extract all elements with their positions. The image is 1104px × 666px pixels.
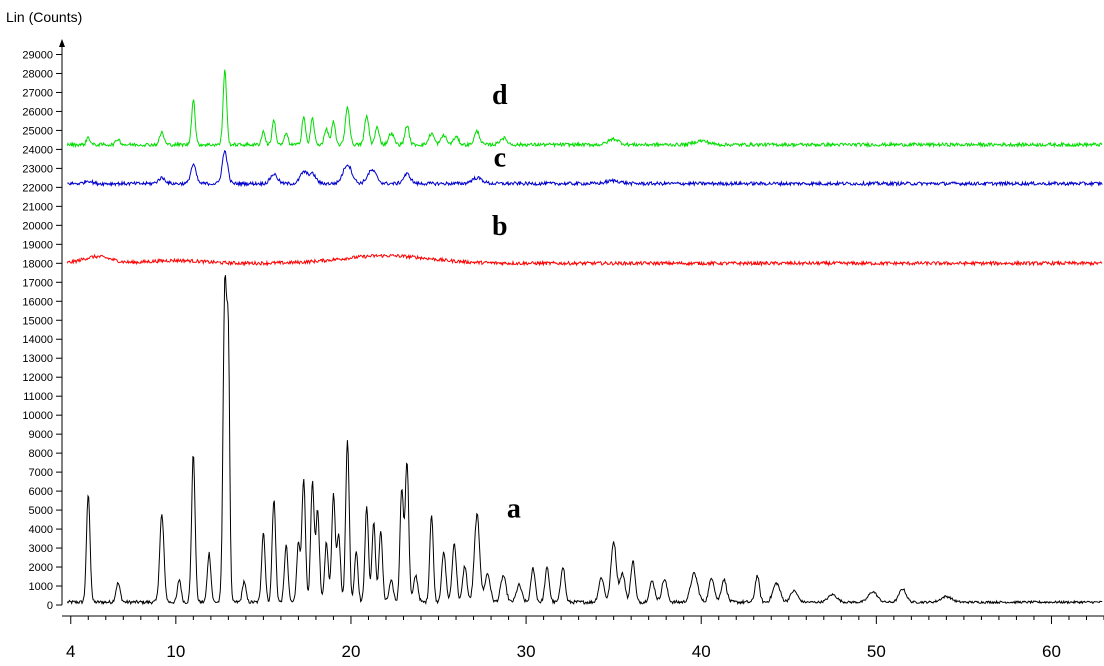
- annotation-layer: dc b a: [492, 80, 521, 525]
- y-tick-label: 27000: [22, 87, 53, 99]
- x-tick-label: 60: [1042, 642, 1061, 661]
- series-line-a: [66, 275, 1103, 606]
- y-tick-label: 24000: [22, 144, 53, 156]
- y-axis-arrow-icon: [59, 39, 65, 47]
- series-line-d: [66, 69, 1103, 149]
- y-tick-label: 15000: [22, 315, 53, 327]
- y-tick-label: 16000: [22, 296, 53, 308]
- x-tick-label: 10: [166, 642, 185, 661]
- y-tick-label: 8000: [29, 448, 53, 460]
- y-tick-label: 0: [47, 600, 53, 612]
- y-tick-label: 22000: [22, 182, 53, 194]
- x-tick-label: 20: [341, 642, 360, 661]
- y-axis-title: Lin (Counts): [6, 9, 82, 25]
- axes-layer: 0 1000 2000 3000 4000 5000 6000 7000 8000 9000 100…: [22, 39, 1104, 661]
- y-tick-label: 12000: [22, 372, 53, 384]
- y-tick-label: 4000: [29, 524, 53, 536]
- x-ticks: 4 10 20 30 40 50 60: [66, 616, 1104, 661]
- series-line-c: [67, 149, 1103, 188]
- trace-label-b: b: [492, 211, 508, 242]
- y-tick-label: 29000: [22, 49, 53, 61]
- x-tick-label: 30: [517, 642, 536, 661]
- y-tick-label: 10000: [22, 410, 53, 422]
- y-tick-label: 11000: [23, 391, 53, 403]
- y-tick-label: 9000: [29, 429, 53, 441]
- y-tick-label: 23000: [22, 163, 53, 175]
- series-layer: [66, 69, 1103, 606]
- y-tick-label: 25000: [22, 125, 53, 137]
- x-tick-label: 40: [692, 642, 711, 661]
- y-tick-label: 3000: [29, 543, 53, 555]
- trace-label-a: a: [507, 494, 521, 525]
- y-tick-label: 14000: [22, 334, 53, 346]
- y-tick-label: 5000: [29, 505, 53, 517]
- trace-label-d: d: [492, 80, 508, 111]
- y-tick-label: 6000: [29, 486, 53, 498]
- y-tick-label: 7000: [29, 467, 53, 479]
- trace-label-c: c: [494, 142, 506, 173]
- series-line-b: [66, 253, 1103, 267]
- y-tick-label: 19000: [22, 239, 53, 251]
- y-tick-label: 13000: [22, 353, 53, 365]
- y-tick-label: 26000: [22, 106, 53, 118]
- y-tick-label: 2000: [29, 562, 53, 574]
- x-tick-label: 50: [867, 642, 886, 661]
- x-tick-label: 4: [66, 642, 75, 661]
- y-ticks: 0 1000 2000 3000 4000 5000 6000 7000 8000 9000 100…: [22, 49, 62, 612]
- y-tick-label: 18000: [22, 258, 53, 270]
- y-tick-label: 17000: [22, 277, 53, 289]
- y-tick-label: 20000: [22, 220, 53, 232]
- y-tick-label: 1000: [29, 581, 53, 593]
- y-tick-label: 21000: [22, 201, 53, 213]
- y-tick-label: 28000: [22, 68, 53, 80]
